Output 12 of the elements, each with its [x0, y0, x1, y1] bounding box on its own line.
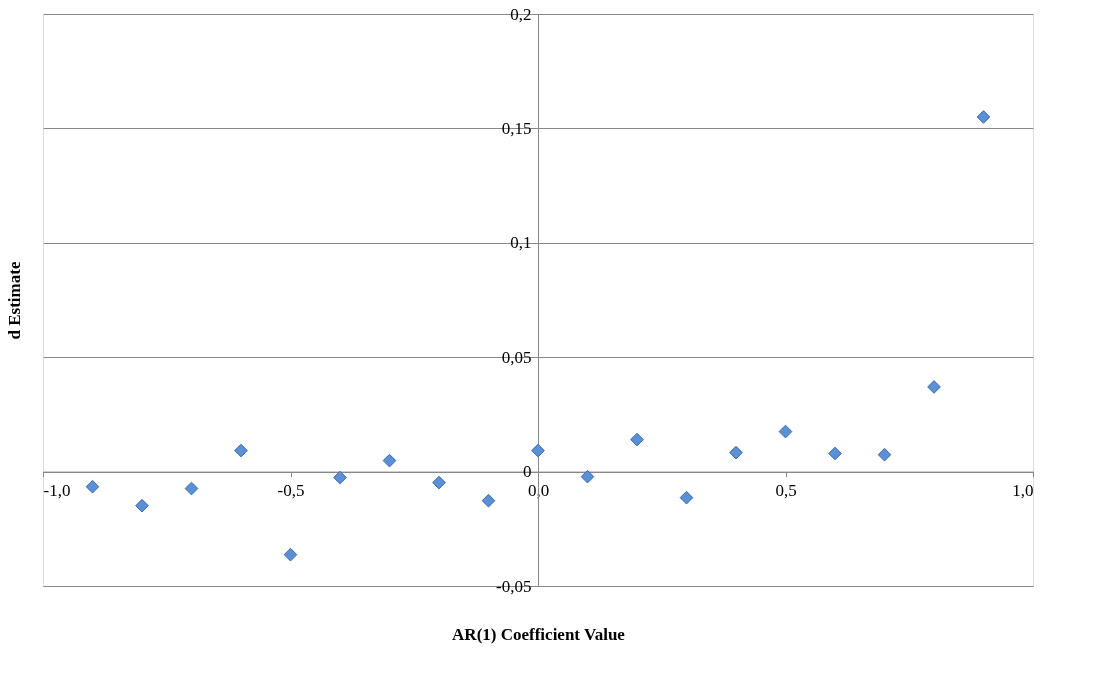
y-tick-label: 0,15 — [501, 118, 532, 138]
x-tick-label: -0,5 — [277, 481, 305, 501]
y-tick-label: 0,2 — [510, 4, 532, 24]
y-tick-label: 0,05 — [501, 347, 532, 367]
y-tick-label: 0 — [523, 462, 532, 482]
y-tick-label: -0,05 — [496, 576, 532, 596]
y-tick-label: 0,1 — [510, 233, 532, 253]
x-tick-label: 1,0 — [1012, 481, 1034, 501]
y-axis-title: d Estimate — [4, 261, 24, 340]
x-axis-title: AR(1) Coefficient Value — [452, 624, 626, 644]
x-tick-label: 0,5 — [775, 481, 797, 501]
x-tick-label: -1,0 — [43, 481, 71, 501]
